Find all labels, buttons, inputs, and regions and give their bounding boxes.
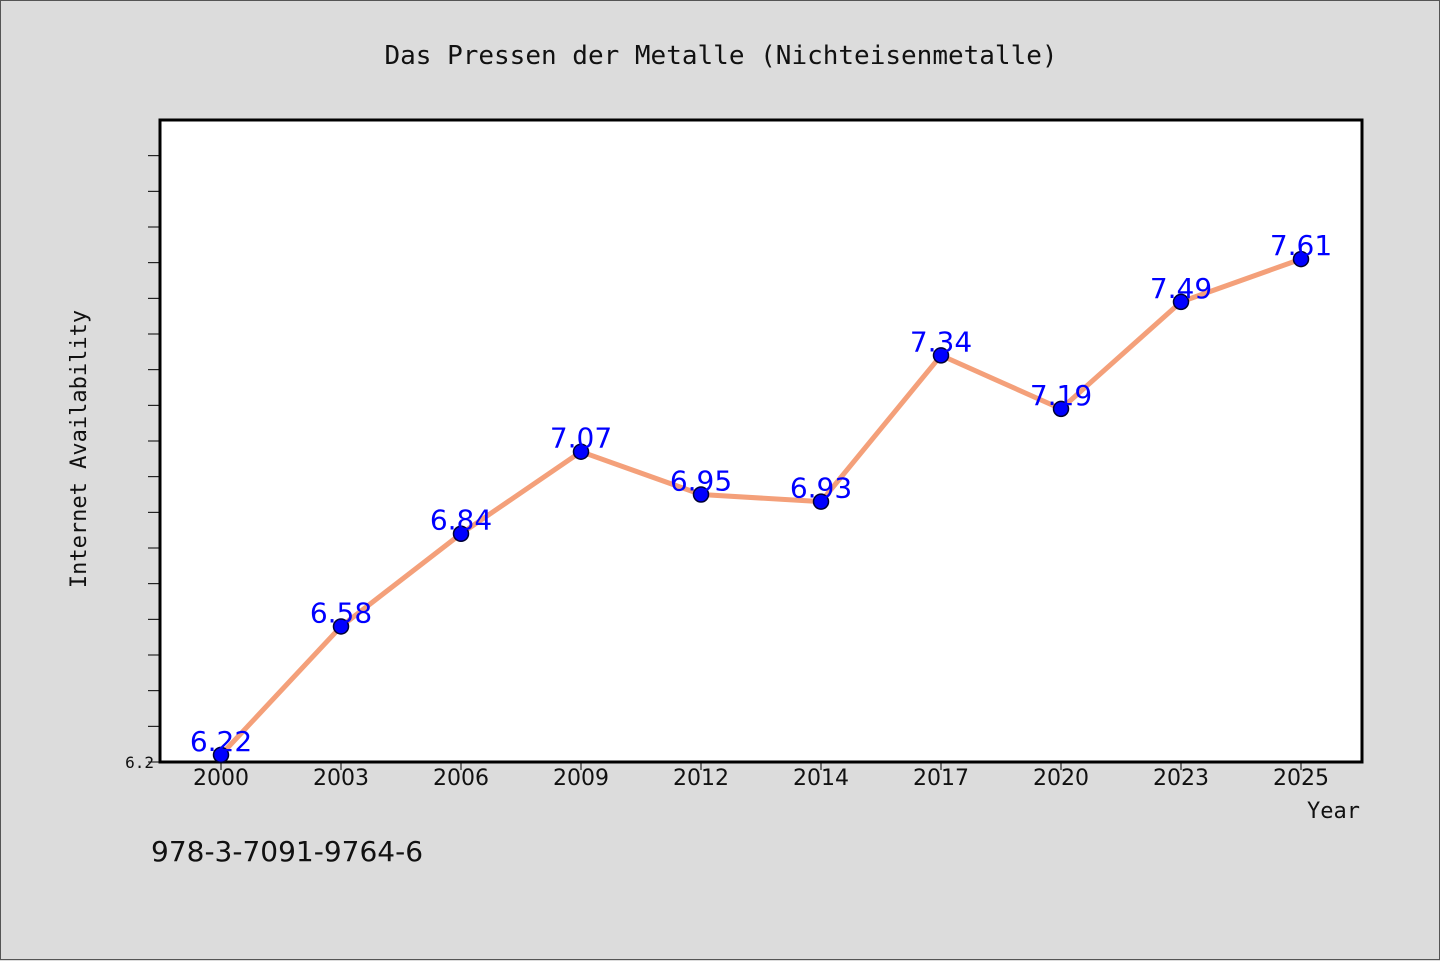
data-label: 7.07 [550,422,612,455]
x-axis-label: Year [1307,799,1360,824]
x-tick-label: 2014 [793,766,849,791]
data-point [1292,250,1310,268]
data-label: 6.22 [190,725,252,758]
data-point [692,486,710,503]
series-group: 6.22 6.58 6.84 7.07 6.95 6.93 7.34 7.19 7.49 7.61 [190,229,1332,764]
x-tick-label: 2020 [1033,766,1089,791]
series-line [218,256,1304,758]
x-tick-label: 2012 [673,766,729,791]
data-point [452,525,470,542]
data-point [572,443,590,460]
data-label: 7.49 [1150,272,1212,305]
data-label: 7.61 [1270,229,1332,262]
data-label: 6.84 [430,504,492,537]
data-point [812,493,830,510]
data-label: 6.95 [670,465,732,498]
data-point [932,347,950,364]
data-label: 6.58 [310,596,372,629]
x-tick-label: 2025 [1273,766,1329,791]
data-point [1172,293,1190,311]
y-tick-label: 6.2 [125,753,154,772]
y-axis-label: Internet Availability [67,310,92,588]
data-label: 6.93 [790,472,852,505]
y-axis-ticks: 6.2 [125,155,160,772]
x-tick-label: 2023 [1153,766,1209,791]
x-tick-label: 2009 [553,766,609,791]
x-tick-label: 2003 [313,766,369,791]
x-tick-label: 2000 [193,766,249,791]
x-axis-ticks: 2000 2003 2006 2009 2012 2014 2017 2020 2023 2025 [193,762,1329,791]
data-point [212,746,230,764]
x-tick-label: 2006 [433,766,489,791]
data-label: 7.19 [1030,379,1092,412]
plot-area [158,118,1364,764]
x-tick-label: 2017 [913,766,969,791]
data-label: 7.34 [910,325,972,358]
data-point [332,618,350,635]
isbn-caption: 978-3-7091-9764-6 [151,835,424,868]
data-point [1052,400,1070,418]
chart-title: Das Pressen der Metalle (Nichteisenmetal… [384,41,1057,71]
